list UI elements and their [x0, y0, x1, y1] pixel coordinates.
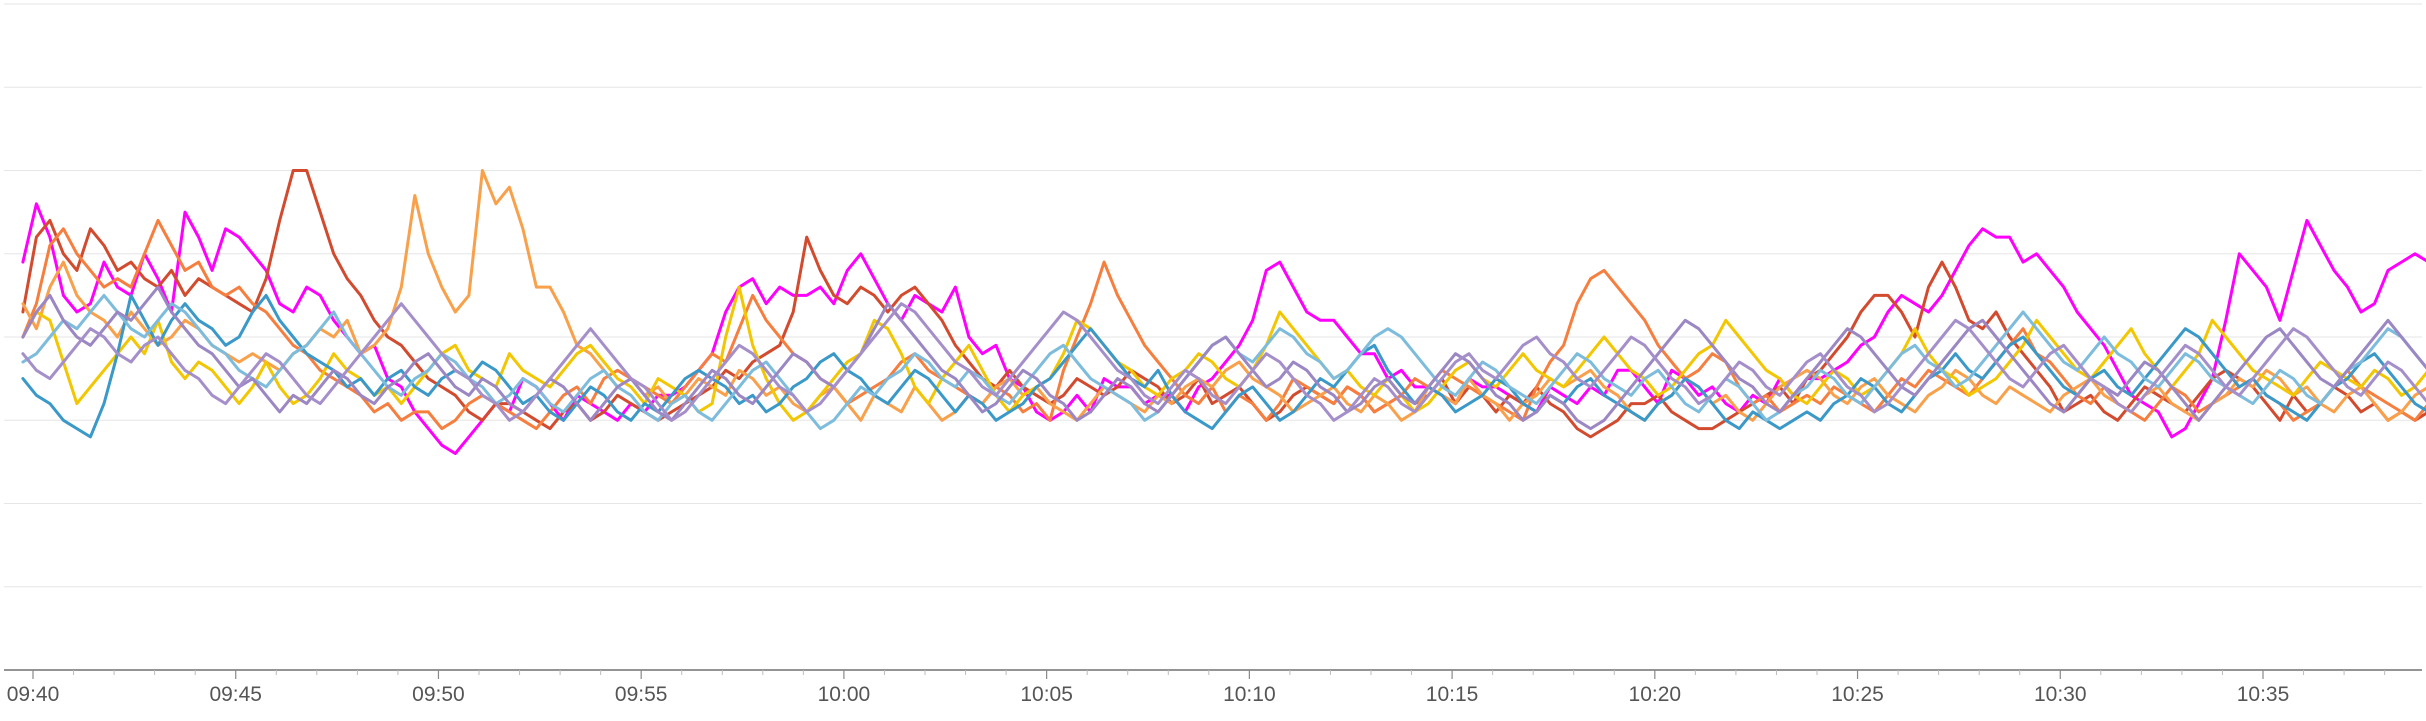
x-axis-ticks	[32, 670, 2386, 679]
gridlines	[4, 3, 2422, 588]
x-axis-tick-labels: 09:40 09:45 09:50 09:55 10:00 10:05 10:10 10:15…	[7, 683, 2290, 706]
x-tick-label: 10:30	[2034, 683, 2087, 706]
series-line-9	[21, 302, 2426, 422]
x-tick-label: 10:35	[2237, 683, 2290, 706]
x-tick-label: 09:45	[209, 683, 262, 706]
series-line-2	[21, 169, 2426, 439]
x-tick-label: 10:10	[1223, 683, 1276, 706]
x-tick-label: 09:55	[615, 683, 668, 706]
series-lines	[21, 169, 2426, 455]
x-tick-label: 10:00	[818, 683, 871, 706]
x-tick-label: 10:15	[1426, 683, 1479, 706]
series-line-8	[21, 285, 2426, 431]
x-tick-label: 10:20	[1629, 683, 1682, 706]
x-tick-label: 10:05	[1020, 683, 1073, 706]
x-tick-label: 09:40	[7, 683, 60, 706]
series-line-7	[21, 293, 2426, 431]
x-tick-label: 10:25	[1831, 683, 1884, 706]
x-tick-label: 09:50	[412, 683, 465, 706]
